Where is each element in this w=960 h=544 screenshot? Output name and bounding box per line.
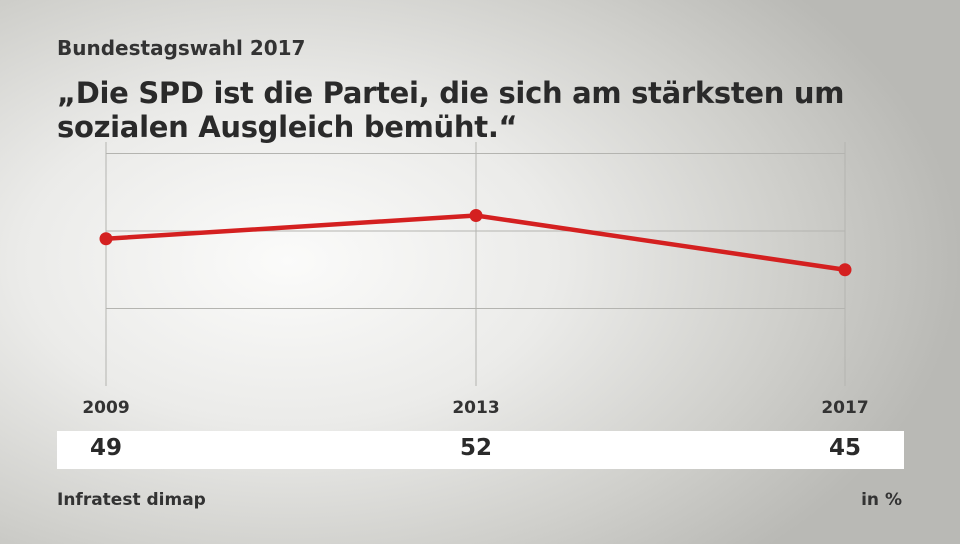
x-tick-label-2009: 2009 xyxy=(82,398,130,418)
series-spd xyxy=(99,209,852,277)
source-label: Infratest dimap xyxy=(57,490,206,510)
data-point-2009 xyxy=(99,232,113,246)
x-tick-label-2013: 2013 xyxy=(452,398,500,418)
grid-lines xyxy=(105,142,846,386)
value-label-2009: 49 xyxy=(89,435,123,461)
chart-subtitle: Bundestagswahl 2017 xyxy=(57,36,306,60)
x-tick-label-2017: 2017 xyxy=(821,398,869,418)
data-point-2017 xyxy=(838,263,852,277)
unit-label: in % xyxy=(861,490,902,510)
value-strip xyxy=(57,431,904,469)
chart-title: „Die SPD ist die Partei, die sich am stä… xyxy=(57,76,845,144)
data-point-2013 xyxy=(469,209,483,222)
value-label-2013: 52 xyxy=(459,435,493,461)
value-label-2017: 45 xyxy=(828,435,862,461)
